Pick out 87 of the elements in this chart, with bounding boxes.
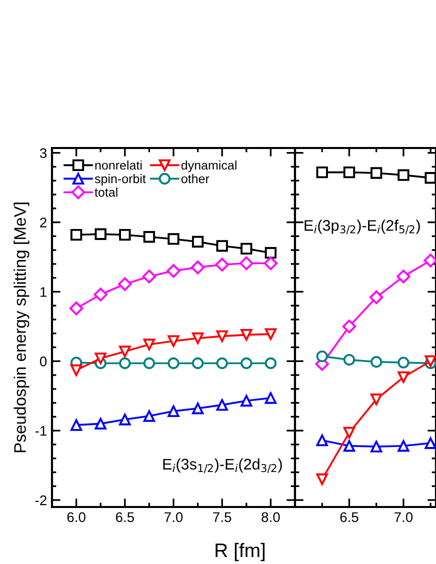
x-tick-label: 7.0 xyxy=(394,512,413,522)
point xyxy=(143,231,156,243)
point xyxy=(94,352,106,364)
point xyxy=(168,233,180,245)
point xyxy=(240,256,254,270)
x-tick-label: 7.5 xyxy=(213,512,232,522)
point xyxy=(216,357,228,370)
point xyxy=(168,405,180,418)
point xyxy=(370,440,382,452)
point xyxy=(264,256,278,270)
point xyxy=(119,346,131,358)
point xyxy=(240,357,252,370)
x-tick-label: 6.5 xyxy=(116,512,134,522)
point xyxy=(370,356,382,368)
text: E$_{i}$(3p$_{3/2}$)-E$_{i}$(2f$_{5/2}$) xyxy=(304,220,420,234)
y-tick-label: 0 xyxy=(40,356,47,366)
point xyxy=(70,419,82,431)
point xyxy=(143,338,156,350)
legend-label: other xyxy=(181,174,210,184)
point xyxy=(166,264,180,278)
point xyxy=(240,328,252,341)
y-axis-title: Pseudospin energy splitting [MeV] xyxy=(14,202,30,452)
point xyxy=(424,172,436,184)
legend-label: nonrelati xyxy=(95,160,142,170)
legend-label: dynamical xyxy=(181,160,236,172)
y-tick-label: 1 xyxy=(40,287,46,297)
point xyxy=(216,330,228,342)
point xyxy=(316,473,328,486)
point xyxy=(264,392,277,404)
point xyxy=(316,350,328,362)
point xyxy=(215,258,229,272)
point xyxy=(398,169,410,181)
point xyxy=(192,357,204,370)
x-tick-label: 7.0 xyxy=(164,512,183,522)
point xyxy=(94,228,106,240)
point xyxy=(118,277,132,291)
point xyxy=(168,335,180,347)
point xyxy=(192,402,204,414)
point xyxy=(264,328,277,340)
x-axis-title: R [fm] xyxy=(216,542,265,562)
point xyxy=(343,354,356,366)
y-tick-label: 3 xyxy=(40,148,47,158)
x-tick-label: 8.0 xyxy=(262,512,280,522)
point xyxy=(424,437,436,449)
point xyxy=(69,302,84,316)
point xyxy=(119,357,131,370)
point xyxy=(343,440,356,452)
point xyxy=(369,290,384,304)
point xyxy=(316,434,328,446)
point xyxy=(190,260,205,274)
point xyxy=(119,414,131,426)
point xyxy=(142,270,156,284)
point xyxy=(316,166,328,178)
point xyxy=(264,357,277,370)
point xyxy=(343,166,356,178)
y-tick-label: -1 xyxy=(35,426,46,436)
point xyxy=(216,240,228,252)
point xyxy=(70,364,82,376)
point xyxy=(424,254,436,268)
point xyxy=(398,440,410,452)
point xyxy=(94,418,106,430)
point xyxy=(398,356,410,368)
point xyxy=(370,167,382,179)
point xyxy=(240,394,252,407)
point xyxy=(396,270,410,284)
point xyxy=(192,332,204,344)
point xyxy=(216,399,228,411)
point xyxy=(370,394,382,406)
point xyxy=(264,247,277,259)
point xyxy=(192,236,204,248)
point xyxy=(94,288,108,302)
legend-label: spin-orbit xyxy=(94,174,146,186)
point xyxy=(342,320,356,334)
legend-label: total xyxy=(94,188,118,197)
point xyxy=(143,357,156,370)
point xyxy=(240,242,252,255)
point xyxy=(70,228,82,241)
point xyxy=(343,426,356,439)
text: E$_{i}$(3s$_{1/2}$)-E$_{i}$(2d$_{3/2}$) xyxy=(163,458,282,473)
x-tick-label: 6.5 xyxy=(340,512,358,522)
y-tick-label: -2 xyxy=(35,495,46,506)
point xyxy=(143,410,156,422)
point xyxy=(398,371,410,383)
point xyxy=(119,228,131,241)
point xyxy=(168,357,180,370)
x-tick-label: 6.0 xyxy=(67,512,86,522)
y-tick-label: 2 xyxy=(40,218,46,228)
